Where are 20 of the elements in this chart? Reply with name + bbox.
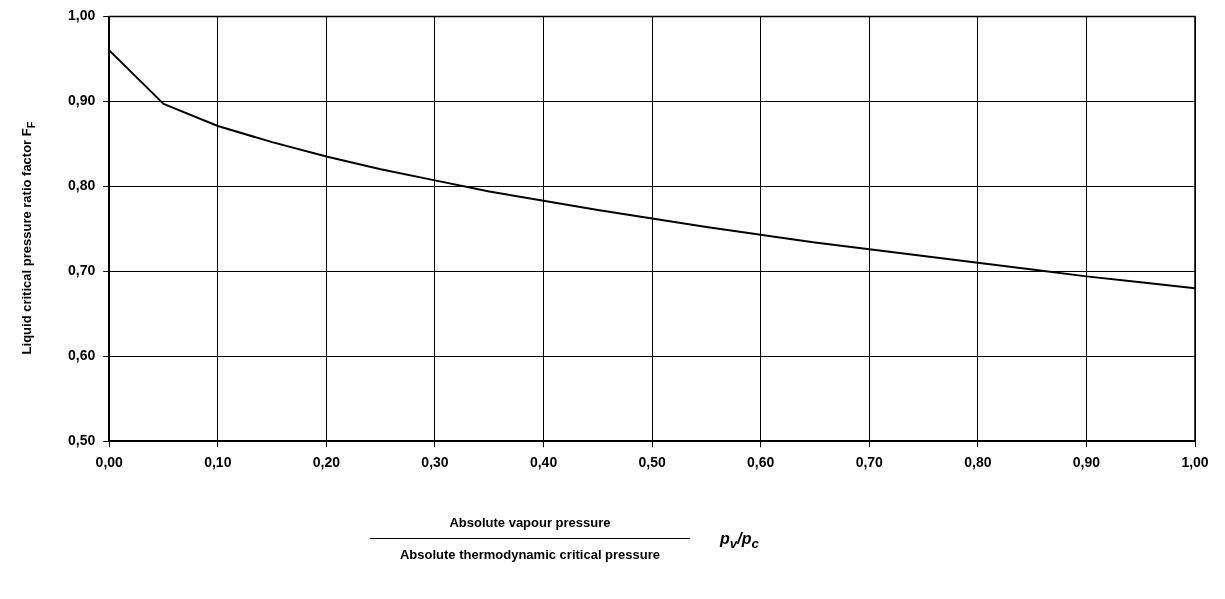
y-tick-label: 0,50 [68, 432, 96, 449]
x-tick-label: 0,40 [529, 454, 558, 471]
y-tick-label: 0,70 [68, 262, 96, 279]
x-tick-label: 0,00 [95, 454, 124, 471]
y-tick-label: 0,60 [68, 347, 96, 364]
text: Absolute thermodynamic critical pressure [398, 546, 662, 562]
y-tick-label: 0,90 [68, 92, 96, 109]
x-tick-label: 0,30 [421, 454, 449, 471]
x-tick-label: 0,90 [1072, 454, 1101, 471]
text: p$_{v}$/p$_{c}$ [720, 530, 759, 552]
x-axis-title: Absolute vapour pressure [448, 515, 612, 532]
x-tick-label: 0,60 [747, 454, 775, 471]
x-tick-label: 0,10 [204, 454, 232, 471]
y-tick-label: 0,80 [68, 177, 96, 194]
x-tick-label: 0,80 [964, 454, 992, 471]
x-tick-label: 0,70 [855, 454, 884, 471]
x-tick-label: 0,50 [638, 454, 666, 471]
x-tick-label: 0,20 [312, 454, 341, 471]
y-tick-label: 1,00 [68, 7, 96, 24]
x-tick-label: 1,00 [1181, 454, 1209, 471]
